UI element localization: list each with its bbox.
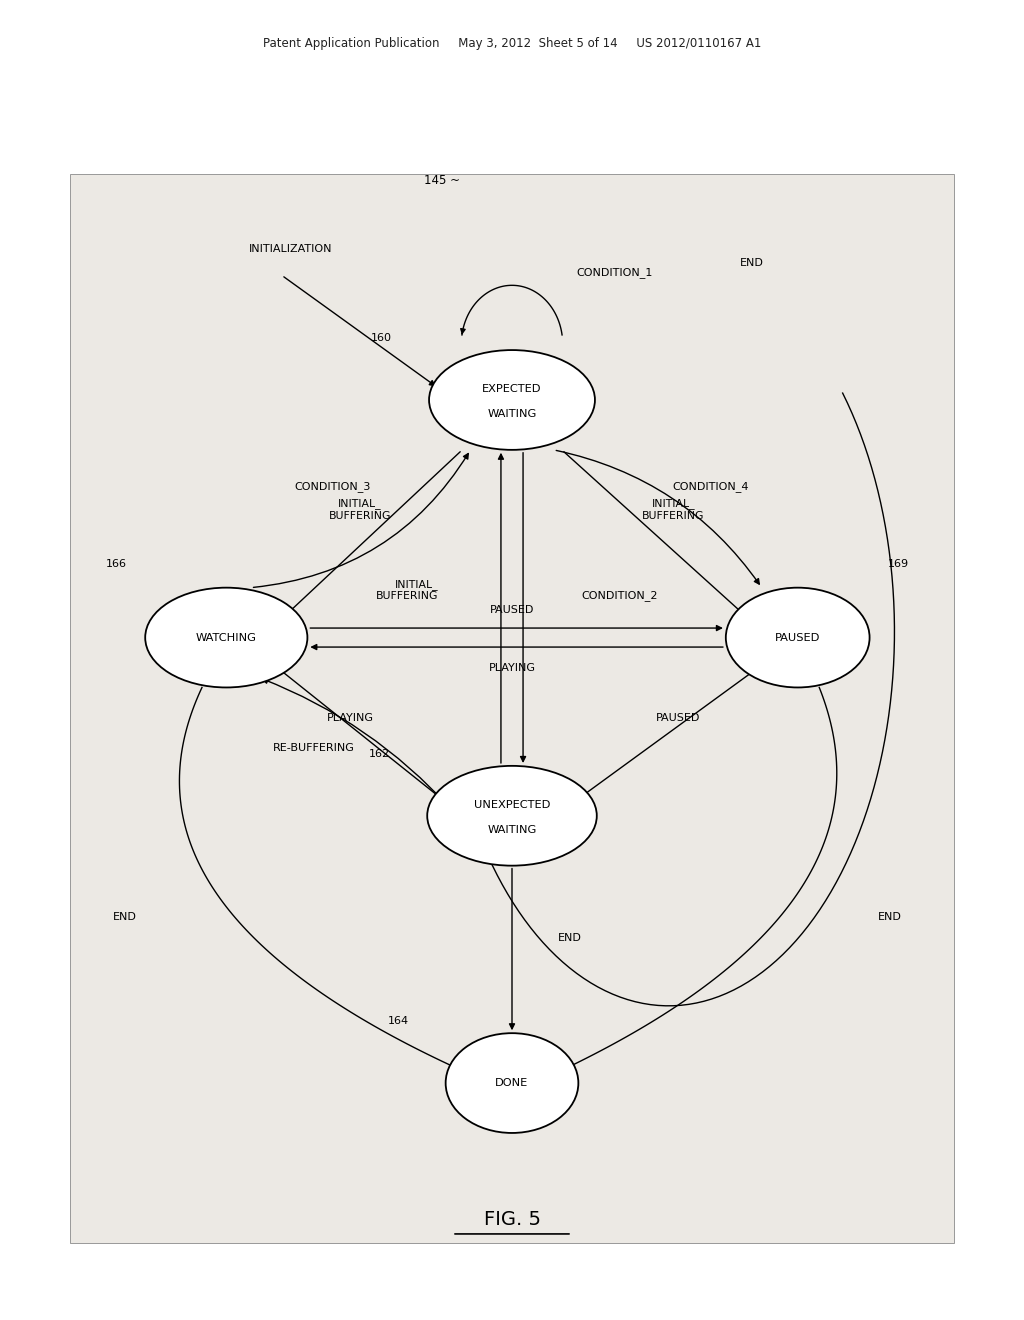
Text: INITIAL_
BUFFERING: INITIAL_ BUFFERING (376, 578, 438, 602)
Text: PAUSED: PAUSED (655, 713, 700, 723)
Text: Patent Application Publication     May 3, 2012  Sheet 5 of 14     US 2012/011016: Patent Application Publication May 3, 20… (263, 37, 761, 50)
Text: EXPECTED: EXPECTED (482, 384, 542, 395)
Text: 164: 164 (388, 1016, 409, 1026)
Text: UNEXPECTED: UNEXPECTED (474, 800, 550, 810)
Text: INITIAL_
BUFFERING: INITIAL_ BUFFERING (642, 498, 705, 520)
Text: PAUSED: PAUSED (489, 606, 535, 615)
Text: PLAYING: PLAYING (488, 664, 536, 673)
Text: CONDITION_1: CONDITION_1 (577, 268, 653, 279)
Text: RE-BUFFERING: RE-BUFFERING (273, 743, 354, 752)
Text: 166: 166 (105, 558, 127, 569)
Ellipse shape (445, 1034, 579, 1133)
Text: INITIAL_
BUFFERING: INITIAL_ BUFFERING (329, 498, 391, 520)
Text: CONDITION_3: CONDITION_3 (294, 482, 371, 492)
Text: 145 ~: 145 ~ (425, 174, 461, 186)
Ellipse shape (427, 766, 597, 866)
Text: WAITING: WAITING (487, 409, 537, 420)
Text: END: END (558, 932, 582, 942)
Text: CONDITION_2: CONDITION_2 (582, 590, 657, 602)
Text: PLAYING: PLAYING (328, 713, 374, 723)
Text: END: END (739, 259, 764, 268)
Text: WAITING: WAITING (487, 825, 537, 836)
Text: 162: 162 (370, 748, 390, 759)
Text: PAUSED: PAUSED (775, 632, 820, 643)
Ellipse shape (145, 587, 307, 688)
Text: INITIALIZATION: INITIALIZATION (249, 244, 333, 253)
Text: FIG. 5: FIG. 5 (483, 1210, 541, 1229)
Text: 169: 169 (888, 558, 909, 569)
Ellipse shape (429, 350, 595, 450)
Text: DONE: DONE (496, 1078, 528, 1088)
Ellipse shape (726, 587, 869, 688)
Text: WATCHING: WATCHING (196, 632, 257, 643)
Text: CONDITION_4: CONDITION_4 (672, 482, 749, 492)
Text: END: END (878, 912, 902, 921)
Text: 160: 160 (371, 333, 392, 343)
Text: END: END (113, 912, 137, 921)
